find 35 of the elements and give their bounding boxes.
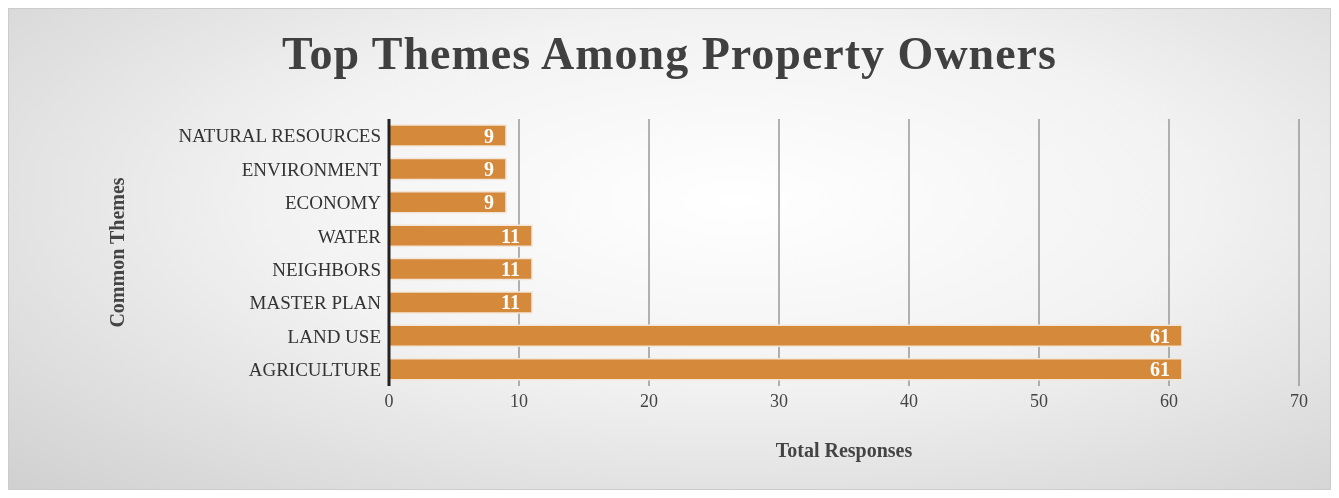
chart-title: Top Themes Among Property Owners [281,27,1058,80]
bar [389,191,507,214]
data-label: 11 [501,291,520,314]
data-label: 61 [1150,324,1170,347]
x-tick-label: 10 [510,390,528,411]
bar [389,157,507,181]
bar [389,224,533,247]
x-tick-label: 20 [640,390,658,411]
data-label: 9 [484,191,494,214]
y-tick-label: NEIGHBORS [272,258,381,280]
x-tick-label: 0 [384,390,394,411]
data-label: 11 [501,258,520,281]
y-tick-label: NATURAL RESOURCES [178,125,381,147]
data-label: 9 [484,157,494,180]
y-tick-label: MASTER PLAN [249,292,382,314]
bar [389,257,533,281]
y-axis-title: Common Themes [106,177,129,328]
data-label: 11 [501,224,520,247]
bar [389,291,533,314]
y-tick-label: AGRICULTURE [248,359,381,381]
bar [389,124,507,147]
x-tick-label: 40 [900,390,918,411]
x-tick-label: 30 [770,390,788,411]
data-label: 9 [484,124,494,147]
x-tick-label: 60 [1160,390,1178,411]
x-tick-label: 70 [1290,390,1308,411]
y-tick-label: ECONOMY [284,192,382,214]
data-label: 61 [1150,358,1170,381]
y-tick-label: ENVIRONMENT [241,158,382,180]
y-tick-label: LAND USE [287,325,381,347]
bar [389,324,1183,348]
bar [389,357,1183,381]
x-axis-title: Total Responses [775,439,913,462]
x-tick-label: 50 [1030,390,1048,411]
y-tick-label: WATER [317,225,382,247]
